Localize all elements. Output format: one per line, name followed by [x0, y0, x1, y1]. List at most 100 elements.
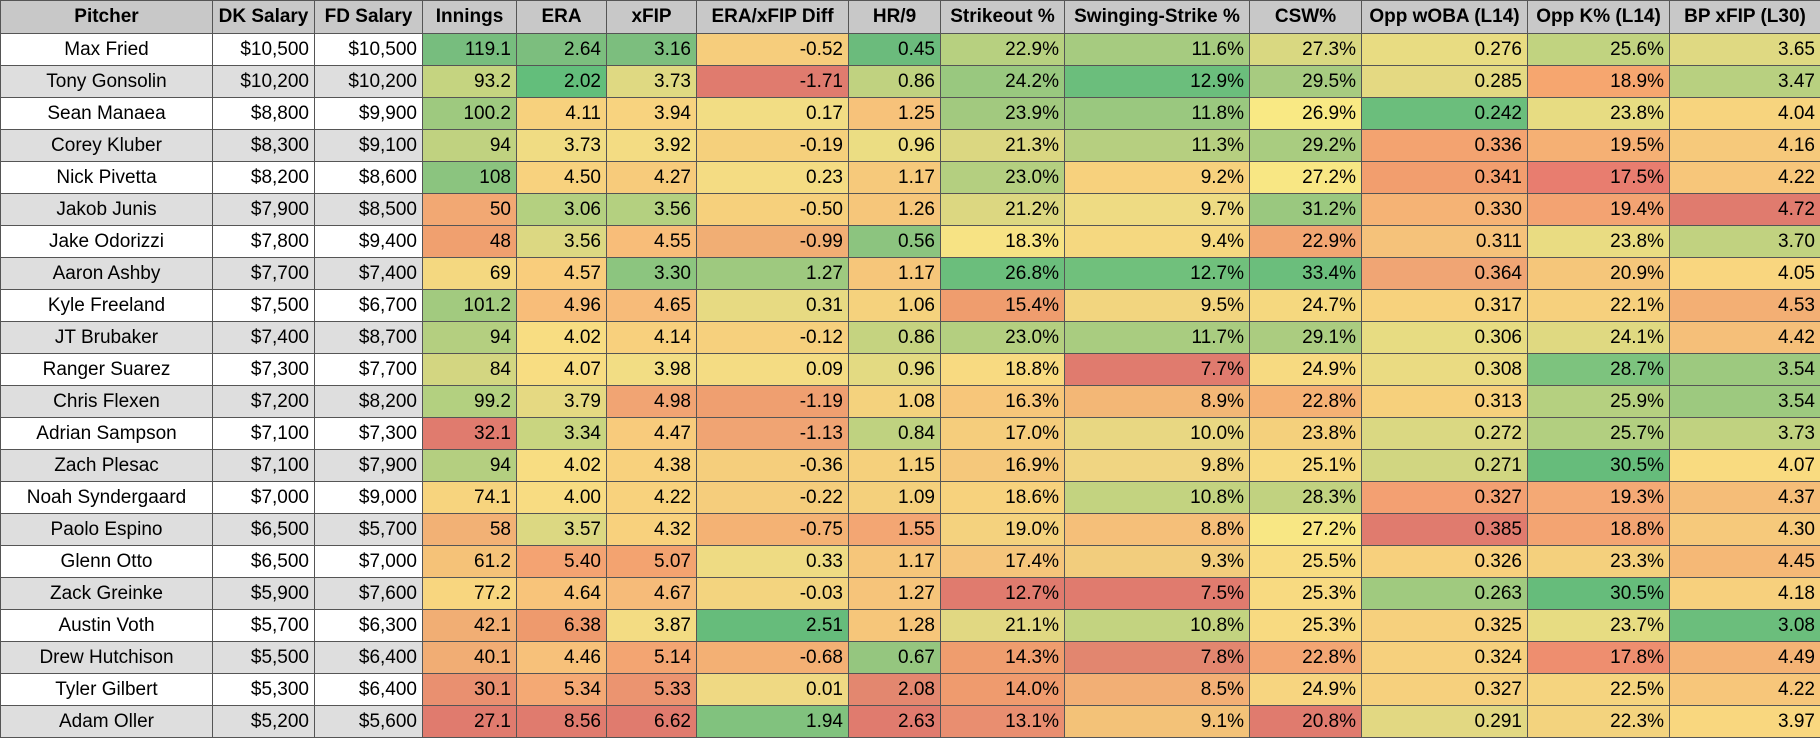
- table-cell[interactable]: 4.32: [606, 513, 697, 546]
- table-cell[interactable]: 5.33: [606, 673, 697, 706]
- table-cell[interactable]: 0.385: [1361, 513, 1528, 546]
- column-header[interactable]: Opp wOBA (L14): [1361, 0, 1528, 34]
- table-cell[interactable]: 0.272: [1361, 417, 1528, 450]
- table-cell[interactable]: 3.57: [516, 513, 607, 546]
- table-cell[interactable]: $9,100: [314, 129, 423, 162]
- table-cell[interactable]: 28.7%: [1527, 353, 1670, 386]
- table-cell[interactable]: 12.7%: [940, 577, 1065, 610]
- table-cell[interactable]: 0.364: [1361, 257, 1528, 290]
- table-cell[interactable]: 18.6%: [940, 481, 1065, 514]
- table-cell[interactable]: 4.11: [516, 97, 607, 130]
- table-cell[interactable]: 0.324: [1361, 641, 1528, 674]
- table-cell[interactable]: 0.326: [1361, 545, 1528, 578]
- table-cell[interactable]: 0.242: [1361, 97, 1528, 130]
- table-cell[interactable]: 3.70: [1669, 225, 1820, 258]
- table-cell[interactable]: 9.3%: [1064, 545, 1250, 578]
- table-cell[interactable]: 3.54: [1669, 353, 1820, 386]
- table-cell[interactable]: 25.7%: [1527, 417, 1670, 450]
- table-cell[interactable]: 1.55: [848, 513, 941, 546]
- table-cell[interactable]: 0.31: [696, 289, 849, 322]
- table-cell[interactable]: 7.5%: [1064, 577, 1250, 610]
- table-cell[interactable]: 0.291: [1361, 705, 1528, 738]
- column-header[interactable]: HR/9: [848, 0, 941, 34]
- table-cell[interactable]: 0.33: [696, 545, 849, 578]
- table-cell[interactable]: 24.9%: [1249, 353, 1362, 386]
- table-cell[interactable]: $10,500: [212, 33, 315, 66]
- table-cell[interactable]: 0.327: [1361, 481, 1528, 514]
- table-cell[interactable]: 108: [422, 161, 517, 194]
- table-cell[interactable]: 0.341: [1361, 161, 1528, 194]
- table-cell[interactable]: 14.3%: [940, 641, 1065, 674]
- table-cell[interactable]: 0.285: [1361, 65, 1528, 98]
- table-cell[interactable]: $5,700: [212, 609, 315, 642]
- pitcher-name-cell[interactable]: Drew Hutchison: [0, 641, 213, 674]
- table-cell[interactable]: 15.4%: [940, 289, 1065, 322]
- table-cell[interactable]: 23.8%: [1527, 97, 1670, 130]
- table-cell[interactable]: 9.7%: [1064, 193, 1250, 226]
- table-cell[interactable]: 9.1%: [1064, 705, 1250, 738]
- table-cell[interactable]: 4.57: [516, 257, 607, 290]
- table-cell[interactable]: 4.38: [606, 449, 697, 482]
- table-cell[interactable]: $7,600: [314, 577, 423, 610]
- column-header[interactable]: ERA: [516, 0, 607, 34]
- table-cell[interactable]: 11.8%: [1064, 97, 1250, 130]
- table-cell[interactable]: 4.16: [1669, 129, 1820, 162]
- pitcher-name-cell[interactable]: Adam Oller: [0, 705, 213, 738]
- table-cell[interactable]: $10,500: [314, 33, 423, 66]
- table-cell[interactable]: $7,100: [212, 417, 315, 450]
- table-cell[interactable]: 2.64: [516, 33, 607, 66]
- table-cell[interactable]: 0.86: [848, 321, 941, 354]
- table-cell[interactable]: $8,200: [314, 385, 423, 418]
- table-cell[interactable]: 0.96: [848, 353, 941, 386]
- table-cell[interactable]: 4.22: [606, 481, 697, 514]
- table-cell[interactable]: 3.73: [1669, 417, 1820, 450]
- table-cell[interactable]: 30.1: [422, 673, 517, 706]
- table-cell[interactable]: 22.3%: [1527, 705, 1670, 738]
- table-cell[interactable]: 8.8%: [1064, 513, 1250, 546]
- table-cell[interactable]: 11.6%: [1064, 33, 1250, 66]
- table-cell[interactable]: 30.5%: [1527, 577, 1670, 610]
- table-cell[interactable]: 6.62: [606, 705, 697, 738]
- table-cell[interactable]: 3.98: [606, 353, 697, 386]
- table-cell[interactable]: 93.2: [422, 65, 517, 98]
- table-cell[interactable]: -0.12: [696, 321, 849, 354]
- table-cell[interactable]: -0.50: [696, 193, 849, 226]
- pitcher-name-cell[interactable]: Adrian Sampson: [0, 417, 213, 450]
- table-cell[interactable]: $7,700: [212, 257, 315, 290]
- table-cell[interactable]: 13.1%: [940, 705, 1065, 738]
- table-cell[interactable]: 1.15: [848, 449, 941, 482]
- table-cell[interactable]: $7,000: [212, 481, 315, 514]
- table-cell[interactable]: 2.08: [848, 673, 941, 706]
- table-cell[interactable]: $7,400: [212, 321, 315, 354]
- table-cell[interactable]: 4.07: [1669, 449, 1820, 482]
- table-cell[interactable]: $9,900: [314, 97, 423, 130]
- table-cell[interactable]: 1.25: [848, 97, 941, 130]
- column-header[interactable]: Pitcher: [0, 0, 213, 34]
- table-cell[interactable]: 18.8%: [1527, 513, 1670, 546]
- table-cell[interactable]: 4.14: [606, 321, 697, 354]
- table-cell[interactable]: $7,500: [212, 289, 315, 322]
- table-cell[interactable]: 4.47: [606, 417, 697, 450]
- table-cell[interactable]: 30.5%: [1527, 449, 1670, 482]
- table-cell[interactable]: 3.73: [606, 65, 697, 98]
- table-cell[interactable]: $5,700: [314, 513, 423, 546]
- table-cell[interactable]: 4.45: [1669, 545, 1820, 578]
- pitcher-name-cell[interactable]: Sean Manaea: [0, 97, 213, 130]
- table-cell[interactable]: 21.3%: [940, 129, 1065, 162]
- table-cell[interactable]: $8,200: [212, 161, 315, 194]
- table-cell[interactable]: 69: [422, 257, 517, 290]
- column-header[interactable]: ERA/xFIP Diff: [696, 0, 849, 34]
- table-cell[interactable]: 4.53: [1669, 289, 1820, 322]
- table-cell[interactable]: 25.6%: [1527, 33, 1670, 66]
- table-cell[interactable]: $8,600: [314, 161, 423, 194]
- table-cell[interactable]: 61.2: [422, 545, 517, 578]
- table-cell[interactable]: 26.8%: [940, 257, 1065, 290]
- table-cell[interactable]: $9,400: [314, 225, 423, 258]
- table-cell[interactable]: 1.17: [848, 545, 941, 578]
- table-cell[interactable]: 0.276: [1361, 33, 1528, 66]
- table-cell[interactable]: 100.2: [422, 97, 517, 130]
- table-cell[interactable]: 25.3%: [1249, 577, 1362, 610]
- table-cell[interactable]: 4.00: [516, 481, 607, 514]
- table-cell[interactable]: 3.34: [516, 417, 607, 450]
- column-header[interactable]: xFIP: [606, 0, 697, 34]
